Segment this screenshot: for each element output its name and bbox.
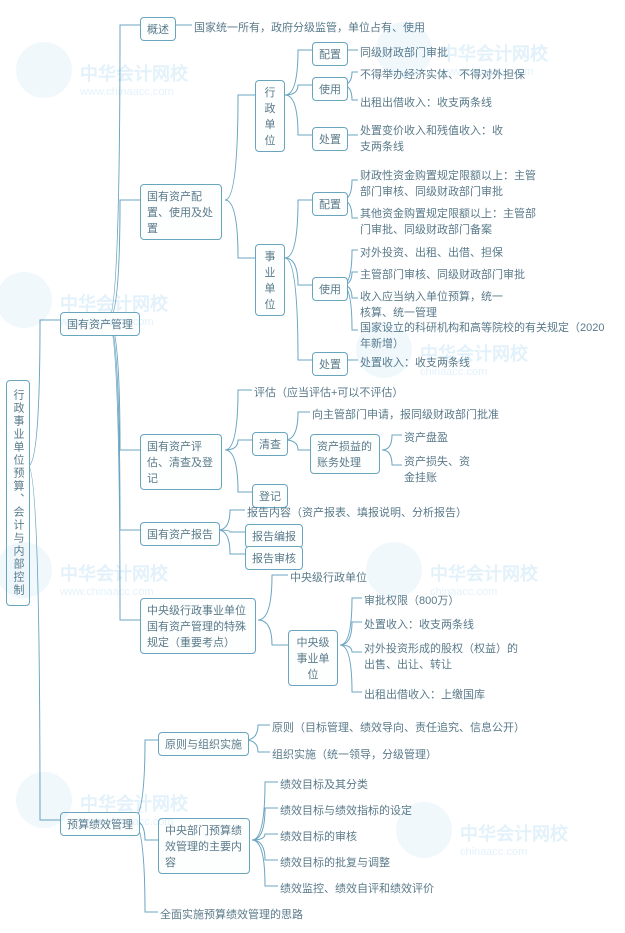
admin-disp-node: 处置 xyxy=(312,127,348,151)
b2-full: 全面实施预算绩效管理的思路 xyxy=(158,905,305,923)
pub-use-t2: 主管部门审核、同级财政部门审批 xyxy=(358,265,527,283)
central-node: 中央级行政事业单位国有资产管理的特殊规定（重要考点） xyxy=(140,598,256,654)
pub-cfg-t1: 财政性资金购置规定限额以上：主管部门审核、同级财政部门审批 xyxy=(358,166,548,200)
eval-liq-t1: 向主管部门申请，报同级财政部门批准 xyxy=(310,405,501,423)
eval-assess: 评估（应当评估+可以不评估） xyxy=(252,383,405,401)
pub-disp-t1: 处置收入：收支两条线 xyxy=(358,353,472,371)
admin-node: 行政单位 xyxy=(255,80,285,152)
pub-use-t3: 收入应当纳入单位预算，统一核算、统一管理 xyxy=(358,287,508,321)
admin-cfg-leaf: 同级财政部门审批 xyxy=(358,43,450,61)
b2-org-t1: 原则（目标管理、绩效导向、责任追究、信息公开） xyxy=(270,718,527,736)
report-t1: 报告内容（资产报表、填报说明、分析报告） xyxy=(245,503,469,521)
admin-disp-t1: 处置变价收入和残值收入：收支两条线 xyxy=(358,121,508,155)
b2-c-t4: 绩效目标的批复与调整 xyxy=(278,853,392,871)
eval-node: 国有资产评估、清查及登记 xyxy=(140,434,222,490)
overview-node: 概述 xyxy=(140,17,176,41)
b2-content-node: 中央部门预算绩效管理的主要内容 xyxy=(158,818,250,874)
overview-leaf: 国家统一所有，政府分级监管，单位占有、使用 xyxy=(192,18,427,36)
report-t3: 报告审核 xyxy=(245,546,303,570)
pub-use-t4: 国家设立的科研机构和高等院校的有关规定（2020年新增） xyxy=(358,318,608,352)
pub-use-node: 使用 xyxy=(312,277,348,301)
b2-c-t5: 绩效监控、绩效自评和绩效评价 xyxy=(278,879,436,897)
central-pub-t1: 审批权限（800万） xyxy=(362,591,461,609)
b2-org-t2: 组织实施（统一领导，分级管理） xyxy=(270,745,439,763)
b2-org-node: 原则与组织实施 xyxy=(158,732,249,756)
eval-acct-s1: 资产盘盈 xyxy=(402,428,450,446)
pub-cfg-t2: 其他资金购置规定限额以上：主管部门审批、同级财政部门备案 xyxy=(358,204,548,238)
eval-liq-acct: 资产损益的账务处理 xyxy=(310,434,380,474)
admin-use-node: 使用 xyxy=(312,77,348,101)
b2-c-t2: 绩效目标与绩效指标的设定 xyxy=(278,801,414,819)
admin-cfg-node: 配置 xyxy=(312,42,348,66)
b2-c-t3: 绩效目标的审核 xyxy=(278,827,359,845)
pub-disp-node: 处置 xyxy=(312,352,348,376)
eval-acct-s2: 资产损失、资金挂账 xyxy=(402,452,472,486)
central-admin: 中央级行政单位 xyxy=(288,568,369,586)
pub-node: 事业单位 xyxy=(255,244,285,316)
b2-c-t1: 绩效目标及其分类 xyxy=(278,775,370,793)
admin-use-t1: 不得举办经济实体、不得对外担保 xyxy=(358,65,527,83)
b1-node: 国有资产管理 xyxy=(60,312,140,336)
central-pub-node: 中央级事业单位 xyxy=(288,630,338,686)
report-node: 国有资产报告 xyxy=(140,522,220,546)
mindmap-canvas: 行政事业单位预算、会计与内部控制 国有资产管理 预算绩效管理 概述 国家统一所有… xyxy=(0,0,625,933)
config-node: 国有资产配置、使用及处置 xyxy=(140,184,222,240)
b2-node: 预算绩效管理 xyxy=(60,812,140,836)
root-node: 行政事业单位预算、会计与内部控制 xyxy=(6,380,30,606)
central-pub-t3: 对外投资形成的股权（权益）的出售、出让、转让 xyxy=(362,639,522,673)
central-pub-t2: 处置收入：收支两条线 xyxy=(362,615,476,633)
report-t2: 报告编报 xyxy=(245,524,303,548)
pub-cfg-node: 配置 xyxy=(312,192,348,216)
admin-use-t2: 出租出借收入：收支两条线 xyxy=(358,93,494,111)
pub-use-t1: 对外投资、出租、出借、担保 xyxy=(358,243,505,261)
eval-liq-node: 清查 xyxy=(252,432,288,456)
central-pub-t4: 出租出借收入：上缴国库 xyxy=(362,685,487,703)
